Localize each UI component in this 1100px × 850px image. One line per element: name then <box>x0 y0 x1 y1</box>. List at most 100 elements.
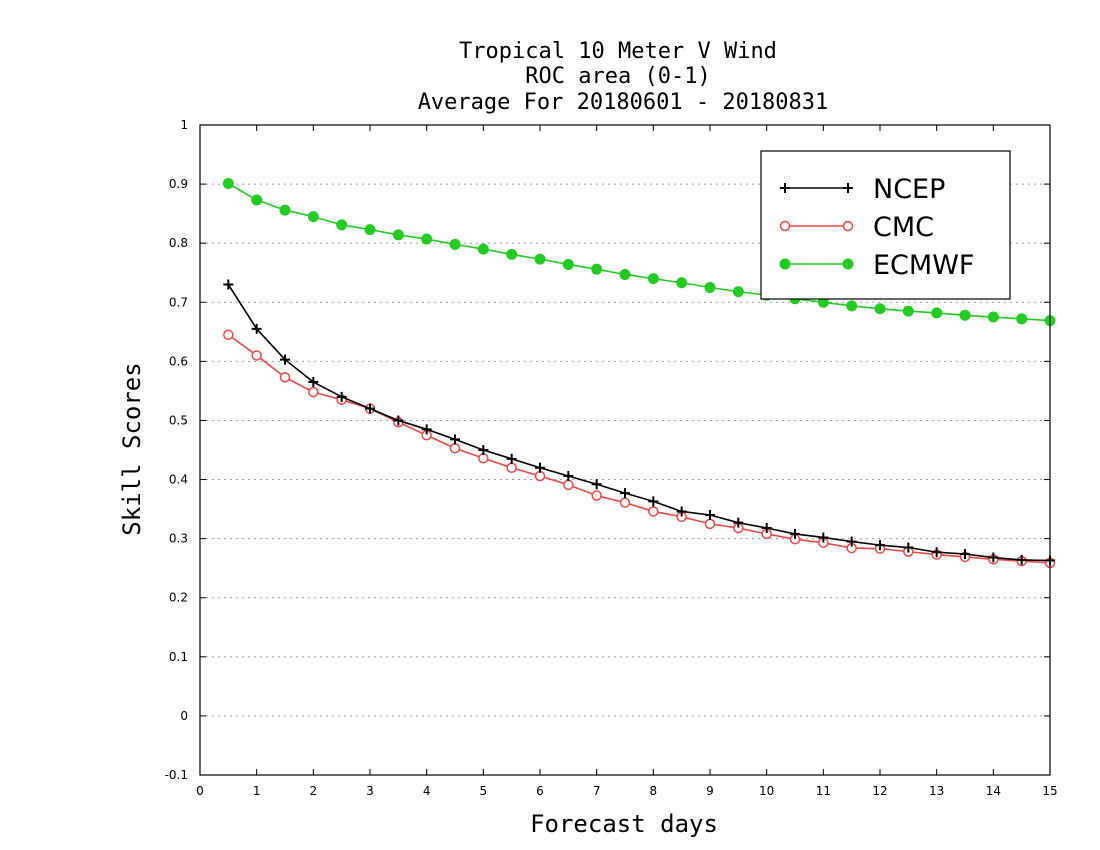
data-point-ecmwf <box>902 305 914 317</box>
plot-series <box>222 178 1056 569</box>
data-point-ncep <box>223 279 234 290</box>
legend-marker-ncep <box>780 183 790 193</box>
chart-title-line-2: ROC area (0-1) <box>525 64 710 89</box>
data-point-cmc <box>308 386 319 398</box>
data-point-cmc <box>591 490 602 501</box>
data-point-cmc <box>223 329 234 341</box>
data-point-ecmwf <box>336 219 348 231</box>
legend-marker-ncep <box>843 183 853 193</box>
data-point-ncep <box>705 510 715 520</box>
data-point-ncep <box>903 542 914 553</box>
plot-frame <box>199 124 1051 776</box>
data-point-ecmwf <box>421 233 433 245</box>
data-point-ecmwf <box>534 253 546 265</box>
x-tick-label: 8 <box>650 784 658 798</box>
data-point-cmc <box>648 506 659 517</box>
data-point-ecmwf <box>704 282 716 293</box>
data-point-cmc <box>563 479 574 491</box>
data-point-ecmwf <box>251 194 263 206</box>
y-tick-label: -0.1 <box>165 768 188 782</box>
data-point-ncep <box>931 547 942 558</box>
data-point-ecmwf <box>477 243 489 255</box>
data-point-ncep <box>506 453 517 464</box>
y-axis-label: Skill Scores <box>118 362 146 535</box>
data-point-ncep <box>733 517 744 528</box>
x-tick-label: 9 <box>706 784 714 798</box>
y-tick-label: 0.1 <box>169 650 188 664</box>
x-tick-label: 11 <box>816 784 831 798</box>
data-point-ecmwf <box>364 224 376 236</box>
data-point-ncep <box>676 506 687 517</box>
y-tick-label: 0.9 <box>169 177 188 191</box>
x-tick-label: 5 <box>480 784 488 798</box>
data-point-ecmwf <box>506 248 518 260</box>
x-axis-label: Forecast days <box>530 810 718 838</box>
x-tick-label: 3 <box>366 784 374 798</box>
legend-box <box>760 150 1011 300</box>
legend-label-ecmwf: ECMWF <box>873 250 974 281</box>
legend: NCEP CMC ECMWF <box>760 150 1011 300</box>
data-point-ecmwf <box>1016 313 1028 325</box>
x-tick-label: 6 <box>536 784 544 798</box>
data-point-ecmwf <box>591 263 603 275</box>
x-tick-label: 13 <box>929 784 944 798</box>
data-point-ncep <box>336 391 347 402</box>
data-point-ncep <box>875 540 885 551</box>
legend-item-ncep: NCEP <box>780 174 945 205</box>
data-point-ncep <box>421 424 432 435</box>
data-point-ncep <box>818 532 829 543</box>
data-point-ecmwf <box>676 277 688 289</box>
data-point-cmc <box>478 453 489 464</box>
legend-label-cmc: CMC <box>873 212 934 243</box>
legend-marker-ecmwf <box>842 258 854 270</box>
series-cmc <box>223 329 1056 569</box>
chart-title-line-3: Average For 20180601 - 20180831 <box>418 90 829 115</box>
series-line-cmc <box>227 334 1051 564</box>
data-point-ncep <box>251 323 262 334</box>
data-point-ncep <box>620 488 630 499</box>
data-point-cmc <box>534 470 546 482</box>
series-ncep <box>223 279 1055 566</box>
x-tick-label: 10 <box>759 784 774 798</box>
data-point-ncep <box>365 403 375 414</box>
data-point-ecmwf <box>732 286 744 298</box>
x-tick-label: 14 <box>986 784 1001 798</box>
chart-title: Tropical 10 Meter V Wind ROC area (0-1) … <box>418 39 829 115</box>
data-point-ncep <box>591 479 602 490</box>
legend-item-cmc: CMC <box>779 212 934 243</box>
data-point-ncep <box>790 528 800 539</box>
series-ecmwf <box>222 178 1056 327</box>
data-point-cmc <box>251 350 262 361</box>
data-point-ncep <box>393 415 404 426</box>
data-point-ncep <box>761 523 772 533</box>
series-line-ncep <box>227 284 1051 562</box>
x-tick-label: 12 <box>872 784 887 798</box>
data-point-cmc <box>704 518 716 530</box>
data-point-ecmwf <box>307 211 319 223</box>
x-tick-label: 15 <box>1042 784 1057 798</box>
data-point-ecmwf <box>846 300 858 312</box>
data-point-ecmwf <box>959 309 971 321</box>
data-point-ncep <box>1016 554 1027 565</box>
legend-marker-ecmwf <box>779 258 791 270</box>
legend-marker-cmc <box>842 220 854 232</box>
x-tick-label: 4 <box>423 784 431 798</box>
x-tick-label: 2 <box>310 784 318 798</box>
data-point-ecmwf <box>647 273 659 285</box>
data-point-ncep <box>478 445 489 455</box>
legend-label-ncep: NCEP <box>873 174 945 205</box>
data-point-ncep <box>648 496 659 507</box>
legend-marker-cmc <box>779 220 791 232</box>
data-point-ecmwf <box>619 269 631 280</box>
data-point-ecmwf <box>392 229 404 241</box>
data-point-cmc <box>279 372 291 383</box>
y-tick-label: 0.2 <box>169 591 188 605</box>
data-point-cmc <box>449 442 461 454</box>
x-axis-ticks: 0 1 2 3 4 5 6 7 8 9 10 11 12 13 14 15 <box>196 125 1058 798</box>
data-point-ecmwf <box>987 311 999 323</box>
y-tick-label: 1 <box>180 118 188 132</box>
y-tick-label: 0.5 <box>169 413 188 427</box>
data-point-ecmwf <box>931 307 943 319</box>
